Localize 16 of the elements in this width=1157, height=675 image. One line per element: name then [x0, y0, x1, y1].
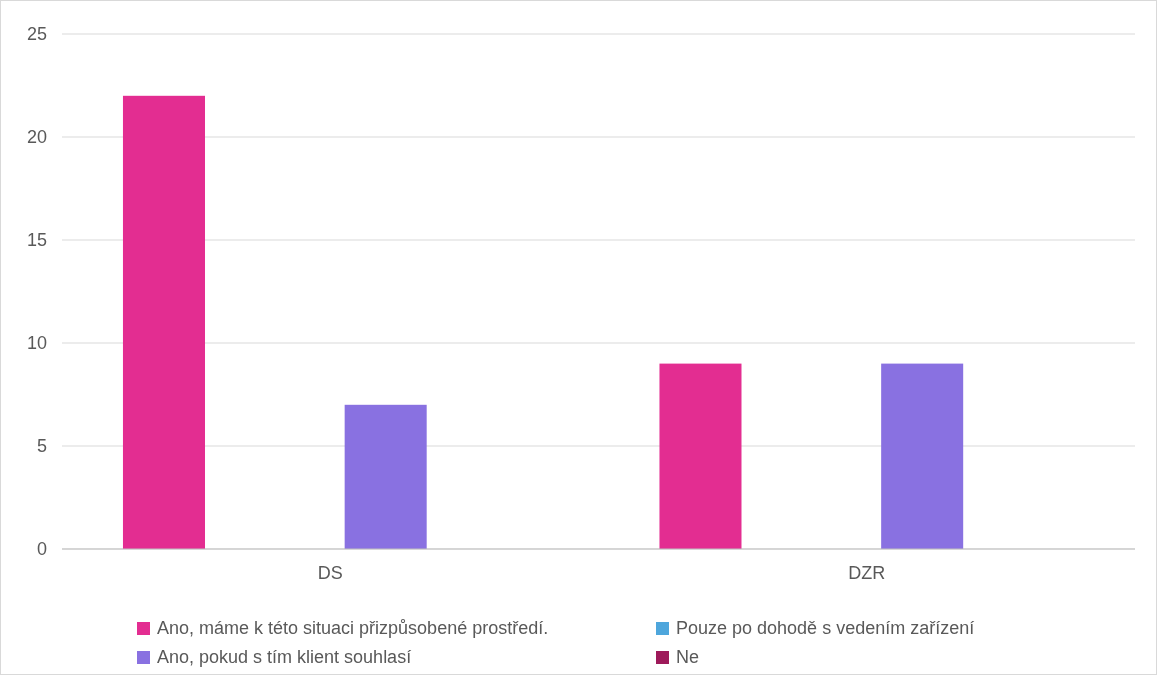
legend-label: Pouze po dohodě s vedením zařízení — [676, 617, 975, 638]
legend-label: Ano, máme k této situaci přizpůsobené prostředí. — [157, 617, 549, 638]
y-tick-label: 20 — [26, 127, 47, 147]
y-tick-label: 25 — [26, 24, 47, 44]
bar — [344, 404, 427, 549]
legend-label: Ne — [676, 646, 700, 667]
y-tick-label: 15 — [26, 230, 47, 250]
bar — [122, 95, 205, 549]
legend-label: Ano, pokud s tím klient souhlasí — [157, 646, 412, 667]
y-tick-label: 5 — [36, 436, 47, 456]
x-tick-label: DS — [317, 563, 343, 583]
y-tick-label: 10 — [26, 333, 47, 353]
x-tick-label: DZR — [848, 563, 886, 583]
y-tick-label: 0 — [36, 539, 47, 559]
bar — [659, 363, 742, 549]
bar — [881, 363, 964, 549]
